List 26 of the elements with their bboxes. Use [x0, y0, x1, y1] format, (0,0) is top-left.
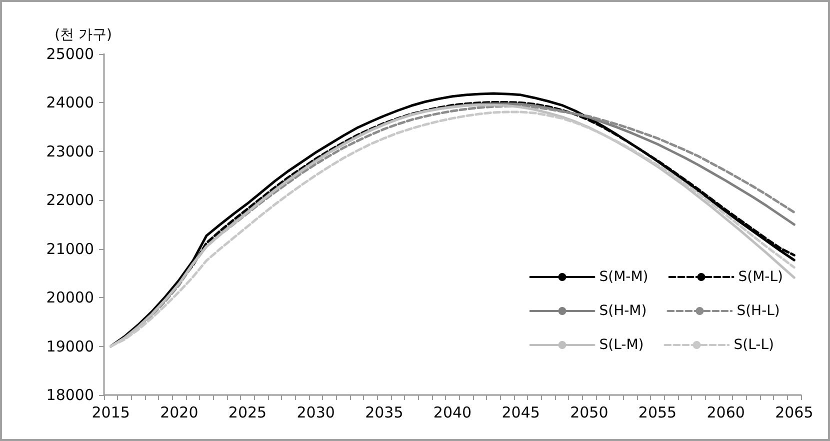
x-tick-label: 2040 — [433, 404, 472, 422]
legend-label: S(H-L) — [736, 303, 780, 319]
y-tick-label: 19000 — [46, 337, 94, 356]
y-tick-label: 22000 — [46, 191, 94, 210]
x-tick-label: 2020 — [160, 404, 198, 422]
x-tick-label: 2055 — [638, 404, 677, 422]
legend-label: S(M-L) — [738, 269, 784, 285]
legend-label: S(M-M) — [599, 269, 648, 285]
x-tick-label: 2045 — [502, 404, 540, 422]
y-tick-label: 24000 — [46, 94, 94, 112]
x-tick-label: 2030 — [296, 404, 335, 422]
x-tick-label: 2060 — [706, 404, 745, 422]
y-tick-label: 21000 — [46, 240, 94, 258]
y-tick-label: 18000 — [46, 386, 94, 404]
y-tick-label: 20000 — [46, 288, 94, 307]
x-tick-label: 2025 — [228, 404, 267, 422]
y-axis-title: (천 가구) — [54, 27, 112, 43]
x-tick-label: 2050 — [570, 404, 608, 422]
legend-label: S(H-M) — [599, 303, 647, 319]
x-tick-label: 2065 — [775, 404, 814, 422]
legend-label: S(L-L) — [734, 337, 774, 353]
y-tick-label: 25000 — [46, 45, 94, 63]
legend-label: S(L-M) — [599, 337, 644, 353]
x-tick-label: 2015 — [92, 404, 130, 422]
x-tick-label: 2035 — [365, 404, 404, 422]
y-tick-label: 23000 — [46, 142, 94, 160]
